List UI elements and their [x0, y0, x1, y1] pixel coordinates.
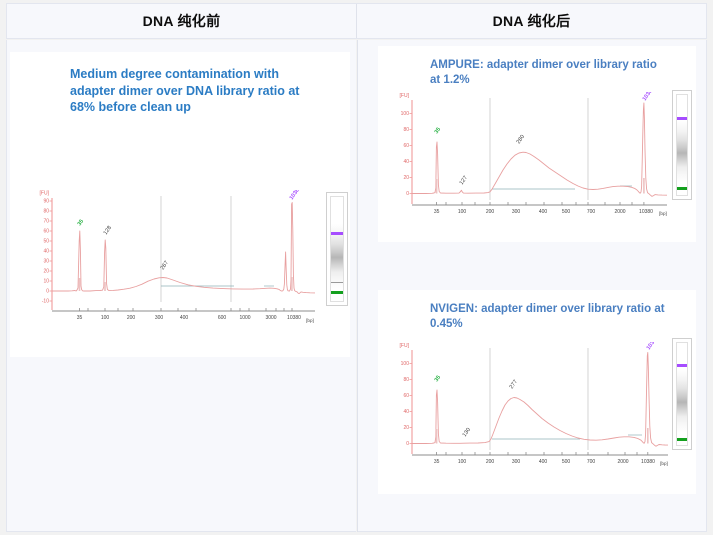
svg-text:-10: -10 — [42, 299, 49, 305]
svg-text:300: 300 — [512, 459, 521, 465]
svg-text:100: 100 — [401, 361, 410, 367]
svg-text:0: 0 — [46, 289, 49, 295]
svg-text:267: 267 — [160, 260, 170, 271]
svg-text:300: 300 — [512, 209, 521, 215]
svg-text:10380: 10380 — [287, 315, 301, 321]
svg-text:35: 35 — [77, 315, 83, 321]
svg-text:127: 127 — [459, 175, 469, 186]
svg-text:80: 80 — [43, 209, 49, 215]
gel-lane-gradient-ampure — [676, 94, 688, 196]
gel-lane-before — [326, 192, 348, 306]
gel-band-upper-marker — [677, 364, 687, 368]
svg-text:[bp]: [bp] — [660, 461, 668, 466]
svg-text:400: 400 — [180, 315, 189, 321]
svg-text:277: 277 — [509, 379, 519, 390]
svg-text:3000: 3000 — [265, 315, 276, 321]
svg-text:2000: 2000 — [617, 459, 628, 465]
epg-svg-before: [FU] 90 80 70 60 50 40 30 20 10 0 -10 — [40, 190, 316, 323]
svg-text:35: 35 — [434, 375, 442, 384]
svg-text:10380: 10380 — [642, 92, 656, 102]
svg-text:100: 100 — [401, 111, 410, 117]
before-cleanup-caption: Medium degree contamination with adapter… — [70, 67, 300, 114]
svg-text:200: 200 — [127, 315, 136, 321]
svg-text:60: 60 — [43, 229, 49, 235]
gel-lane-gradient-nvigen — [676, 342, 688, 446]
svg-text:10380: 10380 — [646, 342, 660, 351]
svg-text:40: 40 — [403, 409, 409, 415]
svg-text:20: 20 — [403, 425, 409, 431]
before-cleanup-electropherogram: [FU] 90 80 70 60 50 40 30 20 10 0 -10 — [18, 190, 318, 330]
gel-band-lower-marker — [677, 437, 687, 441]
svg-text:35: 35 — [434, 209, 440, 215]
svg-text:300: 300 — [155, 315, 164, 321]
svg-text:50: 50 — [43, 239, 49, 245]
svg-text:280: 280 — [516, 134, 526, 145]
svg-text:600: 600 — [218, 315, 227, 321]
svg-text:400: 400 — [539, 459, 548, 465]
before-cleanup-card: Medium degree contamination with adapter… — [10, 52, 350, 357]
gel-lane-gradient-before — [330, 196, 344, 302]
svg-text:10380: 10380 — [289, 190, 303, 201]
svg-text:[FU]: [FU] — [400, 93, 410, 99]
svg-text:0: 0 — [406, 441, 409, 447]
header-divider — [356, 4, 357, 38]
svg-text:[FU]: [FU] — [40, 191, 50, 197]
svg-text:400: 400 — [539, 209, 548, 215]
svg-text:30: 30 — [43, 259, 49, 265]
svg-text:35: 35 — [434, 127, 442, 136]
gel-band-upper-marker — [677, 117, 687, 120]
nvigen-card: NVIGEN: adapter dimer over library ratio… — [378, 290, 696, 494]
svg-text:[bp]: [bp] — [659, 211, 667, 216]
svg-text:60: 60 — [403, 393, 409, 399]
svg-text:35: 35 — [434, 459, 440, 465]
epg-svg-nvigen: [FU] 100 80 60 40 20 0 35 130 277 10380 — [400, 342, 669, 466]
svg-text:500: 500 — [562, 209, 571, 215]
svg-text:40: 40 — [43, 249, 49, 255]
header-row: DNA 纯化前 DNA 纯化后 — [6, 3, 707, 39]
svg-text:80: 80 — [403, 127, 409, 133]
svg-text:40: 40 — [403, 159, 409, 165]
svg-text:20: 20 — [403, 175, 409, 181]
svg-text:80: 80 — [403, 377, 409, 383]
gel-band-lower-marker — [331, 290, 343, 294]
ampure-card: AMPURE: adapter dimer over library ratio… — [378, 46, 696, 242]
svg-text:700: 700 — [587, 209, 596, 215]
svg-text:35: 35 — [77, 219, 85, 228]
gel-lane-ampure — [672, 90, 692, 200]
svg-text:1000: 1000 — [239, 315, 250, 321]
ampure-electropherogram: [FU] 100 80 60 40 20 0 35 127 280 10380 — [380, 92, 670, 224]
header-right-title: DNA 纯化后 — [492, 13, 571, 29]
svg-text:128: 128 — [103, 225, 113, 236]
gel-band-upper-marker — [331, 232, 343, 236]
gel-lane-nvigen — [672, 338, 692, 450]
svg-text:100: 100 — [101, 315, 110, 321]
nvigen-electropherogram: [FU] 100 80 60 40 20 0 35 130 277 10380 — [380, 342, 670, 474]
svg-text:100: 100 — [458, 209, 467, 215]
svg-text:130: 130 — [462, 427, 472, 438]
svg-text:500: 500 — [562, 459, 571, 465]
svg-text:700: 700 — [587, 459, 596, 465]
svg-text:20: 20 — [43, 269, 49, 275]
epg-svg-ampure: [FU] 100 80 60 40 20 0 35 127 280 10380 — [400, 92, 668, 216]
svg-text:70: 70 — [43, 219, 49, 225]
svg-text:10380: 10380 — [641, 459, 655, 465]
svg-text:100: 100 — [458, 459, 467, 465]
svg-text:90: 90 — [43, 199, 49, 205]
svg-text:[FU]: [FU] — [400, 343, 410, 349]
gel-band-lower-marker — [677, 187, 687, 190]
svg-text:0: 0 — [406, 191, 409, 197]
svg-text:200: 200 — [486, 459, 495, 465]
column-divider — [357, 40, 358, 532]
nvigen-caption: NVIGEN: adapter dimer over library ratio… — [430, 303, 665, 331]
header-left-title: DNA 纯化前 — [142, 13, 221, 29]
svg-text:10: 10 — [43, 279, 49, 285]
gel-band-smear — [331, 282, 343, 284]
svg-text:[bp]: [bp] — [306, 318, 314, 323]
ampure-caption: AMPURE: adapter dimer over library ratio… — [430, 59, 657, 87]
svg-text:10380: 10380 — [639, 209, 653, 215]
svg-text:60: 60 — [403, 143, 409, 149]
svg-text:200: 200 — [486, 209, 495, 215]
svg-text:2000: 2000 — [614, 209, 625, 215]
